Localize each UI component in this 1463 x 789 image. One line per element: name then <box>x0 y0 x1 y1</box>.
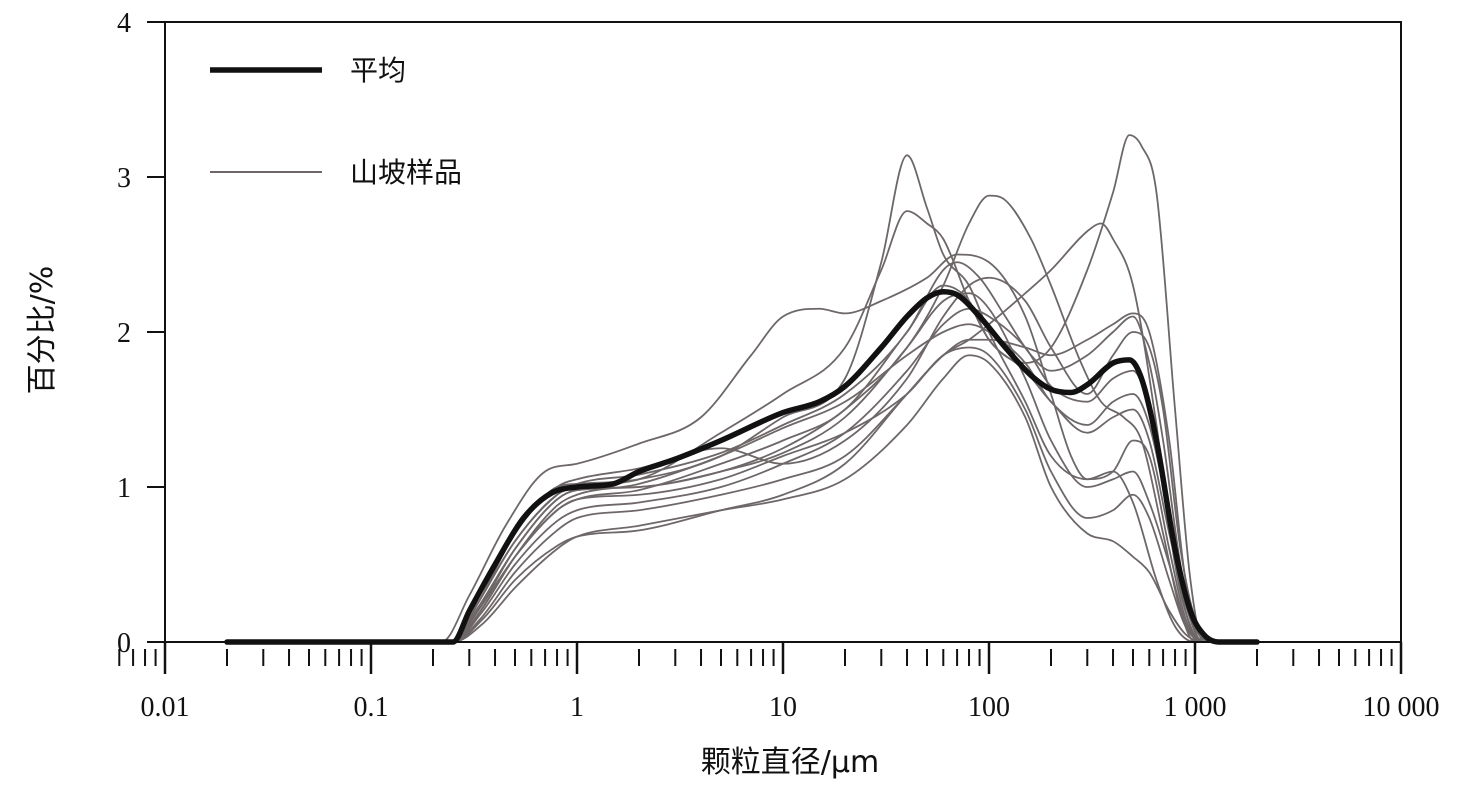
x-axis-title: 颗粒直径/μm <box>701 745 879 780</box>
sample-series-line-14 <box>227 276 1258 643</box>
y-tick-label: 4 <box>117 8 131 39</box>
sample-series-line-3 <box>227 210 1258 643</box>
sample-series-line-11 <box>227 292 1258 643</box>
sample-series-line-13 <box>227 354 1258 643</box>
axes-layer: 0 1 2 3 4 0.01 0.1 1 10 100 1 000 10 000 <box>117 8 1440 723</box>
x-tick-label: 1 <box>570 692 584 723</box>
x-tick-label: 100 <box>968 692 1010 723</box>
x-tick-label: 0.01 <box>141 692 190 723</box>
series-layer <box>224 134 1260 645</box>
mean-series-line <box>224 288 1260 645</box>
plot-frame <box>164 21 1402 643</box>
sample-series-line-4 <box>227 194 1258 643</box>
y-tick-label: 0 <box>117 628 131 659</box>
sample-series-line-7 <box>227 312 1258 643</box>
sample-series-line-10 <box>227 307 1258 643</box>
sample-series-line-9 <box>227 261 1258 643</box>
legend-label-1: 平均 <box>350 54 406 87</box>
sample-series-line-1 <box>227 253 1258 643</box>
x-tick-label: 10 000 <box>1363 692 1440 723</box>
x-tick-label: 10 <box>769 692 797 723</box>
x-tick-label: 1 000 <box>1164 692 1227 723</box>
y-tick-label: 1 <box>117 473 131 504</box>
y-axis-title: 百分比/% <box>25 266 60 395</box>
x-tick-label: 0.1 <box>354 692 389 723</box>
sample-series-line-12 <box>227 346 1258 643</box>
sample-series-line-6 <box>227 222 1258 643</box>
legend-label-2: 山坡样品 <box>350 156 462 189</box>
y-tick-label: 2 <box>117 318 131 349</box>
y-tick-label: 3 <box>117 163 131 194</box>
